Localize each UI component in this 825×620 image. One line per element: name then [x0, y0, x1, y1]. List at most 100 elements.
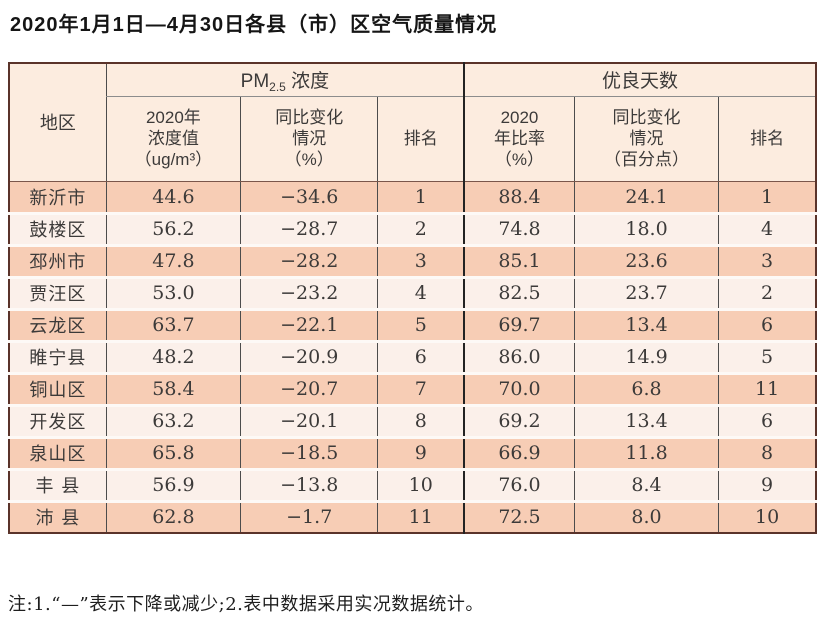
pm-rank-cell: 7 — [377, 373, 465, 407]
pm-change-cell: −18.5 — [240, 437, 378, 471]
ratio-cell: 88.4 — [463, 181, 575, 215]
region-cell: 睢宁县 — [8, 341, 107, 375]
region-cell: 泉山区 — [8, 437, 107, 471]
pm-rank-cell: 9 — [377, 437, 465, 471]
pm-rank-cell: 3 — [377, 245, 465, 279]
table-row: 沛 县 62.8 −1.7 11 72.5 8.0 10 — [8, 501, 816, 533]
header-pm-change: 同比变化 情况 （%） — [240, 96, 378, 182]
region-cell: 新沂市 — [8, 181, 107, 215]
ratio-rank-cell: 8 — [718, 437, 816, 471]
ratio-rank-cell: 6 — [718, 405, 816, 439]
ratio-change-cell: 13.4 — [573, 405, 719, 439]
header-ratio-change: 同比变化 情况 （百分点） — [573, 96, 719, 182]
ratio-cell: 82.5 — [463, 277, 575, 311]
pm-change-cell: −20.1 — [240, 405, 378, 439]
ratio-rank-cell: 3 — [718, 245, 816, 279]
ratio-change-cell: 8.0 — [573, 501, 719, 533]
header-region: 地区 — [8, 63, 107, 182]
ratio-rank-cell: 9 — [718, 469, 816, 503]
ratio-cell: 76.0 — [463, 469, 575, 503]
pm-change-cell: −20.9 — [240, 341, 378, 375]
header-good-days-group: 优良天数 — [463, 63, 816, 97]
table-row: 新沂市 44.6 −34.6 1 88.4 24.1 1 — [8, 181, 816, 215]
region-cell: 邳州市 — [8, 245, 107, 279]
region-cell: 贾汪区 — [8, 277, 107, 311]
ratio-change-cell: 18.0 — [573, 213, 719, 247]
pm-value-cell: 65.8 — [105, 437, 241, 471]
pm-value-cell: 56.2 — [105, 213, 241, 247]
region-cell: 开发区 — [8, 405, 107, 439]
ratio-cell: 74.8 — [463, 213, 575, 247]
table-row: 泉山区 65.8 −18.5 9 66.9 11.8 8 — [8, 437, 816, 471]
pm-rank-cell: 11 — [377, 501, 465, 533]
ratio-rank-cell: 6 — [718, 309, 816, 343]
pm-change-cell: −34.6 — [240, 181, 378, 215]
pm-change-cell: −13.8 — [240, 469, 378, 503]
ratio-rank-cell: 11 — [718, 373, 816, 407]
header-group-row: 地区 PM2.5 浓度 优良天数 — [8, 63, 816, 182]
footnote: 注:1.“—”表示下降或减少;2.表中数据采用实况数据统计。 — [8, 594, 484, 615]
ratio-rank-cell: 4 — [718, 213, 816, 247]
table-row: 邳州市 47.8 −28.2 3 85.1 23.6 3 — [8, 245, 816, 279]
pm-change-cell: −20.7 — [240, 373, 378, 407]
ratio-rank-cell: 1 — [718, 181, 816, 215]
table-row: 云龙区 63.7 −22.1 5 69.7 13.4 6 — [8, 309, 816, 343]
table-row: 鼓楼区 56.2 −28.7 2 74.8 18.0 4 — [8, 213, 816, 247]
ratio-cell: 69.7 — [463, 309, 575, 343]
table-row: 睢宁县 48.2 −20.9 6 86.0 14.9 5 — [8, 341, 816, 375]
ratio-cell: 69.2 — [463, 405, 575, 439]
page-title: 2020年1月1日—4月30日各县（市）区空气质量情况 — [10, 14, 498, 36]
pm25-label-prefix: PM — [240, 70, 270, 92]
header-pm25-group: PM2.5 浓度 — [105, 63, 465, 97]
pm25-label-suffix: 浓度 — [285, 70, 330, 92]
pm-value-cell: 47.8 — [105, 245, 241, 279]
pm-rank-cell: 1 — [377, 181, 465, 215]
table-row: 贾汪区 53.0 −23.2 4 82.5 23.7 2 — [8, 277, 816, 311]
pm-value-cell: 63.7 — [105, 309, 241, 343]
ratio-cell: 72.5 — [463, 501, 575, 533]
pm-rank-cell: 6 — [377, 341, 465, 375]
ratio-cell: 86.0 — [463, 341, 575, 375]
pm-rank-cell: 10 — [377, 469, 465, 503]
header-ratio: 2020 年比率 （%） — [463, 96, 575, 182]
pm-rank-cell: 2 — [377, 213, 465, 247]
ratio-change-cell: 24.1 — [573, 181, 719, 215]
pm-value-cell: 53.0 — [105, 277, 241, 311]
ratio-rank-cell: 2 — [718, 277, 816, 311]
table-row: 丰 县 56.9 −13.8 10 76.0 8.4 9 — [8, 469, 816, 503]
region-cell: 铜山区 — [8, 373, 107, 407]
pm-value-cell: 62.8 — [105, 501, 241, 533]
pm-value-cell: 44.6 — [105, 181, 241, 215]
header-pm-rank: 排名 — [377, 96, 465, 182]
table-row: 铜山区 58.4 −20.7 7 70.0 6.8 11 — [8, 373, 816, 407]
ratio-change-cell: 13.4 — [573, 309, 719, 343]
ratio-change-cell: 6.8 — [573, 373, 719, 407]
ratio-change-cell: 23.7 — [573, 277, 719, 311]
table-body: 新沂市 44.6 −34.6 1 88.4 24.1 1 鼓楼区 56.2 −2… — [8, 181, 816, 533]
pm-value-cell: 58.4 — [105, 373, 241, 407]
ratio-change-cell: 11.8 — [573, 437, 719, 471]
ratio-rank-cell: 5 — [718, 341, 816, 375]
ratio-change-cell: 23.6 — [573, 245, 719, 279]
ratio-rank-cell: 10 — [718, 501, 816, 533]
table-header: 地区 PM2.5 浓度 优良天数 2020年 浓度值 （ug/m³） 同比变化 … — [8, 63, 816, 182]
ratio-cell: 85.1 — [463, 245, 575, 279]
pm-value-cell: 48.2 — [105, 341, 241, 375]
ratio-change-cell: 8.4 — [573, 469, 719, 503]
pm-change-cell: −23.2 — [240, 277, 378, 311]
table-row: 开发区 63.2 −20.1 8 69.2 13.4 6 — [8, 405, 816, 439]
header-ratio-rank: 排名 — [718, 96, 816, 182]
region-cell: 云龙区 — [8, 309, 107, 343]
header-sub-row: 2020年 浓度值 （ug/m³） 同比变化 情况 （%） 排名 2020 年比… — [9, 96, 816, 182]
region-cell: 鼓楼区 — [8, 213, 107, 247]
region-cell: 丰 县 — [8, 469, 107, 503]
pm-value-cell: 56.9 — [105, 469, 241, 503]
pm-value-cell: 63.2 — [105, 405, 241, 439]
pm-rank-cell: 8 — [377, 405, 465, 439]
ratio-change-cell: 14.9 — [573, 341, 719, 375]
region-cell: 沛 县 — [8, 501, 107, 533]
air-quality-table: 地区 PM2.5 浓度 优良天数 2020年 浓度值 （ug/m³） 同比变化 … — [8, 62, 817, 534]
pm-rank-cell: 5 — [377, 309, 465, 343]
pm-rank-cell: 4 — [377, 277, 465, 311]
